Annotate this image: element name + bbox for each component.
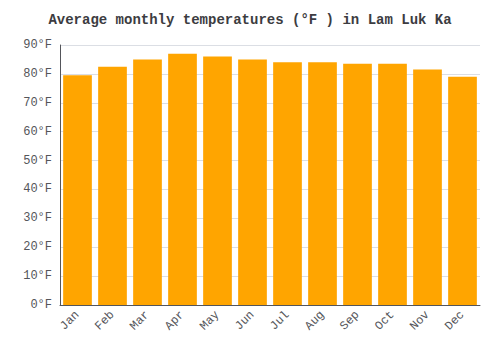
svg-text:0°F: 0°F [30,298,52,312]
svg-text:30°F: 30°F [23,211,52,225]
svg-text:80°F: 80°F [23,67,52,81]
svg-text:90°F: 90°F [23,38,52,52]
svg-text:Apr: Apr [162,308,187,333]
svg-text:Feb: Feb [92,308,117,333]
svg-text:Dec: Dec [442,308,467,333]
svg-text:50°F: 50°F [23,154,52,168]
svg-text:Nov: Nov [407,308,432,333]
svg-text:Jul: Jul [267,308,292,333]
svg-text:Mar: Mar [127,308,152,333]
svg-text:Jun: Jun [232,308,257,333]
svg-text:60°F: 60°F [23,125,52,139]
svg-text:Oct: Oct [372,308,397,333]
svg-text:70°F: 70°F [23,96,52,110]
svg-text:20°F: 20°F [23,240,52,254]
svg-text:May: May [197,308,222,333]
svg-text:40°F: 40°F [23,182,52,196]
svg-text:Sep: Sep [337,308,362,333]
svg-text:Jan: Jan [57,308,82,333]
svg-text:Average monthly temperatures (: Average monthly temperatures (°F ) in La… [48,12,452,28]
svg-text:10°F: 10°F [23,269,52,283]
svg-text:Aug: Aug [302,308,327,333]
